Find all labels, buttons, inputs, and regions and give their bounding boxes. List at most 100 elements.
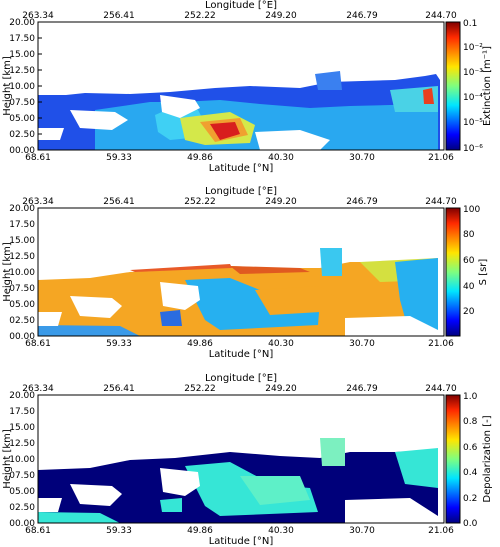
x2tick-label: 263.34 <box>22 197 54 207</box>
x2tick-label: 249.20 <box>265 11 297 21</box>
extinction-x-ticks: 68.61 59.33 49.86 40.30 30.70 21.06 263.… <box>22 11 457 163</box>
extinction-data-field <box>38 71 440 151</box>
xtick-label: 68.61 <box>25 339 51 349</box>
lidar-ratio-x-ticks: 68.61 59.33 49.86 40.30 30.70 21.06 263.… <box>22 197 457 349</box>
x2tick-label: 246.79 <box>346 384 378 394</box>
ytick-label: 07.50 <box>9 284 35 294</box>
extinction-colorbar: 0.1 10⁻² 10⁻³ 10⁻⁴ 10⁻⁵ 10⁻⁶ Extinction … <box>445 19 493 154</box>
depolarization-colorbar: 1.0 0.8 0.6 0.4 0.2 0.0 Depolarization [… <box>445 392 493 529</box>
ytick-label: 20.00 <box>9 204 35 214</box>
ytick-label: 05.00 <box>9 114 35 124</box>
ytick-label: 07.50 <box>9 98 35 108</box>
xtick-label: 68.61 <box>25 153 51 163</box>
ytick-label: 17.50 <box>9 220 35 230</box>
xtick-label: 59.33 <box>106 526 132 536</box>
lidar-ratio-y-ticks: 20.00 17.50 15.00 12.50 10.00 07.50 05.0… <box>9 204 35 342</box>
colorbar-label: S [sr] <box>478 259 489 286</box>
x-axis-label: Latitude [°N] <box>209 349 274 360</box>
cbar-tick: 10⁻⁶ <box>463 144 483 154</box>
ytick-label: 15.00 <box>9 236 35 246</box>
y-axis-label: Height [km] <box>2 242 13 302</box>
xtick-label: 40.30 <box>268 153 294 163</box>
ytick-label: 00.00 <box>9 146 35 156</box>
ytick-label: 00.00 <box>9 332 35 342</box>
x2tick-label: 249.20 <box>265 197 297 207</box>
ytick-label: 07.50 <box>9 471 35 481</box>
y-axis-label: Height [km] <box>2 429 13 489</box>
x2tick-label: 249.20 <box>265 384 297 394</box>
ytick-label: 05.00 <box>9 300 35 310</box>
x-axis-label: Latitude [°N] <box>209 536 274 547</box>
colorbar-label: Extinction [m⁻¹] <box>482 46 493 126</box>
panel-lidar-ratio: 20.00 17.50 15.00 12.50 10.00 07.50 05.0… <box>2 186 489 360</box>
ytick-label: 15.00 <box>9 423 35 433</box>
ytick-label: 17.50 <box>9 407 35 417</box>
ytick-label: 05.00 <box>9 487 35 497</box>
ytick-label: 12.50 <box>9 252 35 262</box>
cbar-tick: 60 <box>463 256 475 266</box>
ytick-label: 10.00 <box>9 82 35 92</box>
ytick-label: 12.50 <box>9 439 35 449</box>
xtick-label: 49.86 <box>187 339 213 349</box>
cbar-tick: 100 <box>463 205 480 215</box>
cbar-tick: 0.1 <box>463 19 477 29</box>
x2-axis-label: Longitude [°E] <box>205 373 277 384</box>
ytick-label: 02.50 <box>9 130 35 140</box>
panel-depolarization: 20.00 17.50 15.00 12.50 10.00 07.50 05.0… <box>2 373 493 547</box>
x2tick-label: 263.34 <box>22 384 54 394</box>
cbar-tick: 10⁻⁴ <box>463 93 483 103</box>
depolarization-data-field <box>38 438 438 523</box>
cbar-tick: 10⁻² <box>463 43 483 53</box>
xtick-label: 30.70 <box>349 153 375 163</box>
cbar-tick: 10⁻⁵ <box>463 118 483 128</box>
ytick-label: 02.50 <box>9 316 35 326</box>
x2tick-label: 252.22 <box>184 11 216 21</box>
cbar-tick: 1.0 <box>463 392 478 402</box>
x2tick-label: 256.41 <box>103 11 135 21</box>
x2-axis-label: Longitude [°E] <box>205 186 277 197</box>
ytick-label: 10.00 <box>9 268 35 278</box>
xtick-label: 21.06 <box>428 339 454 349</box>
ytick-label: 02.50 <box>9 503 35 513</box>
extinction-y-ticks: 20.00 17.50 15.00 12.50 10.00 07.50 05.0… <box>9 18 42 156</box>
xtick-label: 49.86 <box>187 526 213 536</box>
xtick-label: 21.06 <box>428 526 454 536</box>
y-axis-label: Height [km] <box>2 56 13 116</box>
cbar-tick: 0.4 <box>463 468 478 478</box>
cbar-tick: 0.6 <box>463 443 478 453</box>
ytick-label: 12.50 <box>9 66 35 76</box>
x2tick-label: 246.79 <box>346 11 378 21</box>
xtick-label: 21.06 <box>428 153 454 163</box>
depolarization-x-ticks: 68.61 59.33 49.86 40.30 30.70 21.06 263.… <box>22 384 457 536</box>
x2-axis-label: Longitude [°E] <box>205 0 277 11</box>
xtick-label: 30.70 <box>349 339 375 349</box>
xtick-label: 59.33 <box>106 153 132 163</box>
cbar-tick: 40 <box>463 282 475 292</box>
xtick-label: 68.61 <box>25 526 51 536</box>
xtick-label: 49.86 <box>187 153 213 163</box>
x-axis-label: Latitude [°N] <box>209 163 274 174</box>
xtick-label: 59.33 <box>106 339 132 349</box>
ytick-label: 15.00 <box>9 50 35 60</box>
cbar-tick: 0.8 <box>463 417 478 427</box>
cbar-tick: 0.2 <box>463 494 477 504</box>
x2tick-label: 244.70 <box>425 384 457 394</box>
x2tick-label: 252.22 <box>184 197 216 207</box>
panel-extinction: 20.00 17.50 15.00 12.50 10.00 07.50 05.0… <box>2 0 493 174</box>
x2tick-label: 246.79 <box>346 197 378 207</box>
depolarization-y-ticks: 20.00 17.50 15.00 12.50 10.00 07.50 05.0… <box>9 391 35 529</box>
x2tick-label: 244.70 <box>425 11 457 21</box>
colorbar-label: Depolarization [-] <box>482 415 493 502</box>
ytick-label: 00.00 <box>9 519 35 529</box>
cbar-tick: 10⁻³ <box>463 68 483 78</box>
ytick-label: 20.00 <box>9 18 35 28</box>
cbar-tick: 80 <box>463 230 475 240</box>
cbar-tick: 20 <box>463 307 475 317</box>
xtick-label: 40.30 <box>268 526 294 536</box>
lidar-ratio-colorbar: 100 80 60 40 20 S [sr] <box>445 205 489 337</box>
xtick-label: 40.30 <box>268 339 294 349</box>
ytick-label: 17.50 <box>9 34 35 44</box>
x2tick-label: 263.34 <box>22 11 54 21</box>
x2tick-label: 256.41 <box>103 384 135 394</box>
